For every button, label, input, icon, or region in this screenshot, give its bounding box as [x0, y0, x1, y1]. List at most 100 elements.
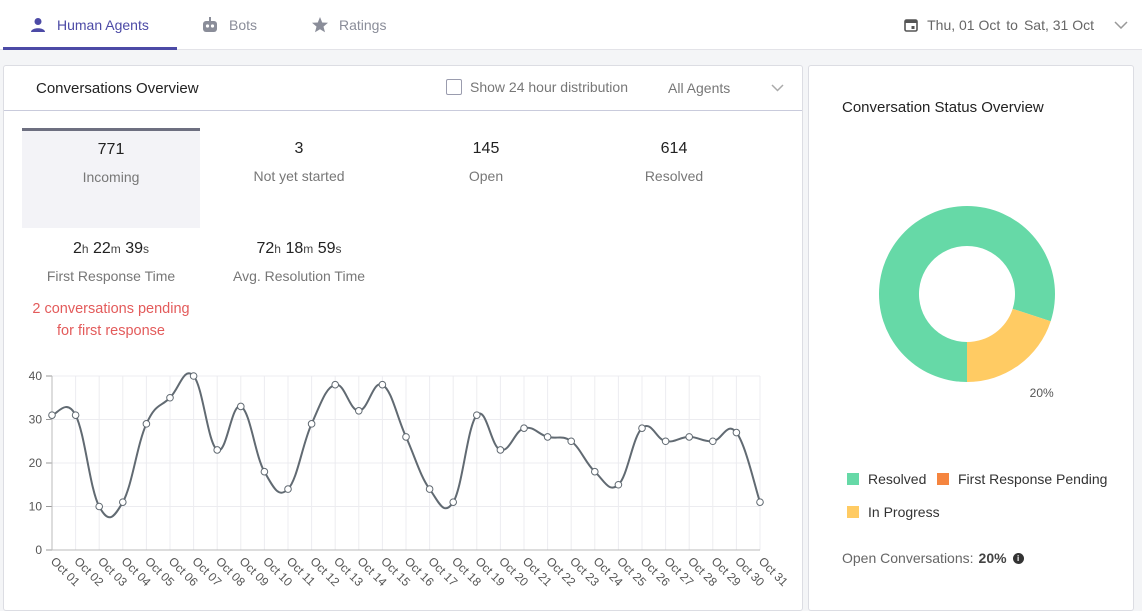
y-tick-label: 30 [29, 413, 43, 427]
data-point [425, 485, 434, 493]
data-point [756, 498, 764, 506]
legend-in-progress[interactable]: In Progress [847, 504, 940, 520]
data-point [189, 372, 198, 380]
open-conversations-value: 20% [978, 550, 1007, 566]
date-range-picker[interactable]: Thu, 01 Oct to Sat, 31 Oct [904, 0, 1128, 50]
tab-label: Bots [229, 17, 258, 33]
date-separator: to [1006, 17, 1018, 33]
data-point [709, 437, 717, 446]
data-point [213, 446, 221, 454]
metric-label: Incoming [82, 169, 140, 185]
res-label: Avg. Resolution Time [232, 268, 366, 284]
legend-first-response-pending[interactable]: First Response Pending [937, 471, 1107, 487]
data-point [638, 424, 646, 432]
unit-s: s [335, 242, 342, 256]
info-icon[interactable]: i [1012, 552, 1024, 564]
metric-incoming[interactable]: 771 Incoming [22, 128, 200, 228]
data-point [496, 446, 505, 454]
tab-label: Ratings [339, 17, 387, 33]
legend-swatch [937, 473, 949, 485]
data-point [355, 407, 363, 415]
data-point [237, 402, 245, 411]
top-navigation: Human Agents Bots Ratings Thu, 01 Oct to… [0, 0, 1142, 50]
metric-resolved[interactable]: 614 Resolved [585, 128, 763, 228]
star-icon [311, 16, 329, 34]
tab-bots[interactable]: Bots [201, 0, 257, 50]
metric-value: 3 [294, 140, 304, 157]
y-tick-label: 20 [29, 456, 43, 470]
data-point [166, 393, 174, 402]
legend-label: First Response Pending [958, 471, 1108, 487]
donut-slice [879, 206, 1055, 382]
data-point [284, 485, 292, 493]
pending-line-1: 2 conversations pending [32, 301, 190, 317]
data-point [378, 380, 387, 389]
unit-m: m [303, 242, 314, 256]
data-point [142, 420, 151, 428]
metric-label: Open [468, 168, 504, 184]
data-point [661, 437, 670, 446]
slice-label: 20% [1030, 386, 1054, 400]
data-point [732, 428, 741, 437]
avg-resolution-time: 72h 18m 59s Avg. Resolution Time [210, 240, 388, 284]
status-overview-card: Conversation Status Overview 80%20% Reso… [808, 65, 1134, 611]
open-conversations-label: Open Conversations: [842, 550, 974, 566]
agent-filter-value: All Agents [668, 80, 731, 96]
data-point [331, 380, 340, 389]
distribution-checkbox[interactable] [446, 79, 462, 95]
metric-open[interactable]: 145 Open [397, 128, 575, 228]
y-tick-label: 40 [29, 369, 43, 383]
res-hours: 72 [256, 240, 275, 257]
open-conversations: Open Conversations: 20% i [842, 550, 1024, 566]
unit-s: s [143, 242, 150, 256]
y-tick-label: 0 [35, 543, 42, 557]
donut-slice [967, 308, 1051, 382]
data-point [48, 411, 56, 419]
legend-resolved[interactable]: Resolved [847, 471, 926, 487]
first-response-time: 2h 22m 39s First Response Time [22, 240, 200, 284]
agent-filter-select[interactable]: All Agents [668, 80, 784, 96]
data-point [567, 437, 576, 446]
legend-swatch [847, 506, 859, 518]
metric-value: 145 [472, 140, 500, 157]
distribution-label: Show 24 hour distribution [470, 79, 628, 95]
data-point [260, 467, 269, 476]
pending-line-2: for first response [57, 323, 165, 339]
chevron-down-icon [1114, 21, 1128, 29]
tab-human-agents[interactable]: Human Agents [3, 0, 177, 50]
unit-h: h [81, 242, 89, 256]
data-point [119, 498, 127, 506]
conversations-overview-card: Conversations Overview Show 24 hour dist… [3, 65, 803, 611]
data-point [473, 411, 481, 419]
calendar-icon [904, 18, 918, 32]
tab-ratings[interactable]: Ratings [311, 0, 386, 50]
metric-value: 614 [660, 140, 688, 157]
unit-h: h [274, 242, 281, 256]
robot-icon [201, 16, 219, 34]
legend-label: Resolved [868, 471, 927, 487]
fr-label: First Response Time [46, 268, 176, 284]
distribution-toggle[interactable]: Show 24 hour distribution [446, 79, 628, 95]
status-title: Conversation Status Overview [842, 99, 1044, 116]
overview-title: Conversations Overview [36, 80, 199, 97]
data-point [449, 498, 458, 506]
data-point [685, 433, 694, 441]
metric-label: Not yet started [253, 168, 345, 184]
metric-value: 771 [97, 141, 125, 158]
data-point [520, 424, 528, 432]
data-point [614, 480, 623, 489]
fr-minutes: 22 [93, 240, 111, 257]
data-point [95, 502, 103, 511]
y-tick-label: 10 [29, 500, 43, 514]
res-minutes: 18 [285, 240, 304, 257]
fr-seconds: 39 [125, 240, 144, 257]
person-icon [29, 16, 47, 34]
data-point [591, 467, 599, 476]
res-seconds: 59 [317, 240, 336, 257]
overview-header: Conversations Overview Show 24 hour dist… [4, 66, 802, 111]
legend-swatch [847, 473, 859, 485]
data-point [543, 433, 552, 441]
metric-not-started[interactable]: 3 Not yet started [210, 128, 388, 228]
pending-warning: 2 conversations pending for first respon… [22, 298, 200, 342]
